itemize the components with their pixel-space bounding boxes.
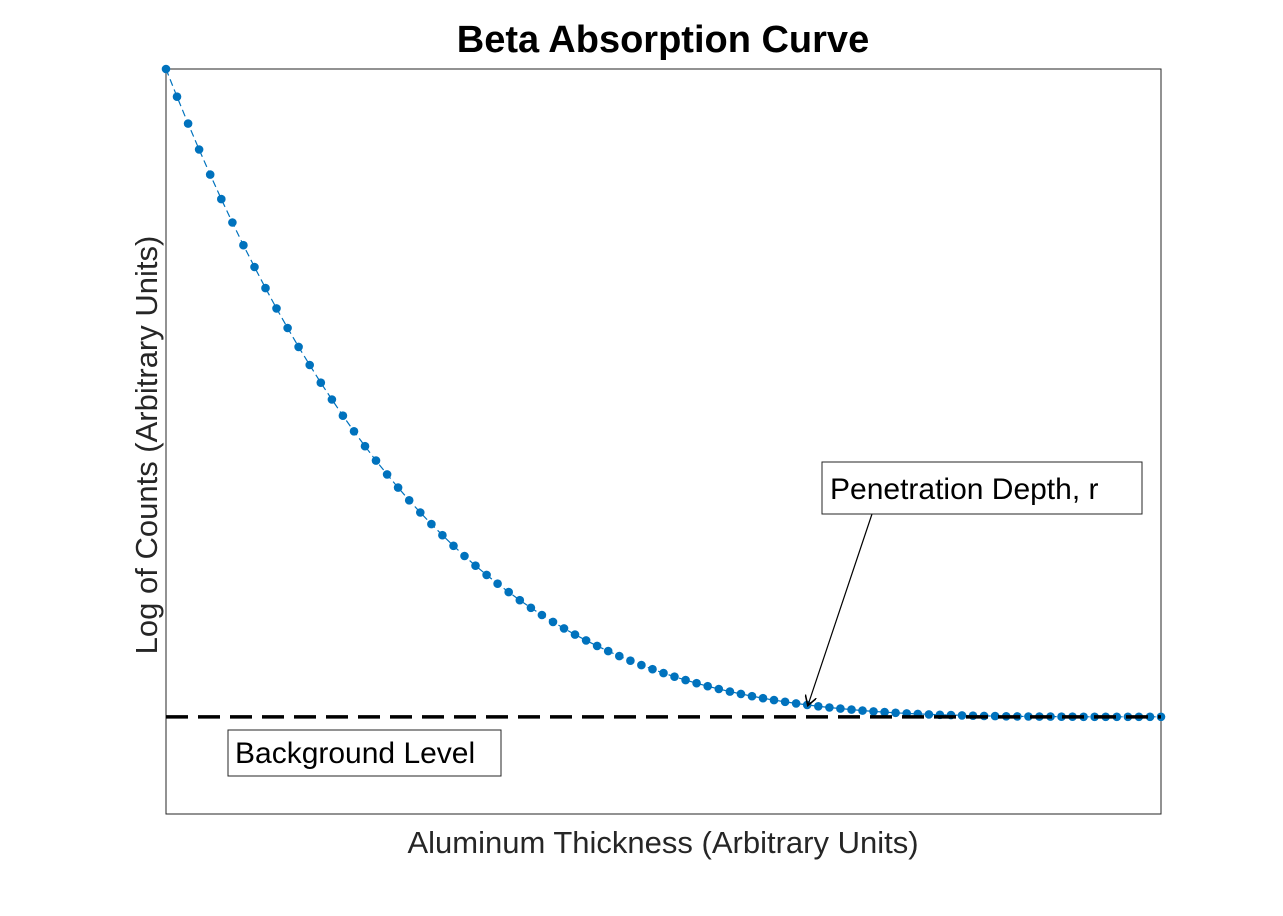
data-point	[217, 194, 226, 204]
data-point	[1057, 712, 1066, 721]
data-point	[858, 706, 867, 715]
data-point	[194, 145, 204, 154]
data-point	[537, 610, 547, 620]
data-point	[791, 699, 801, 708]
data-point	[869, 707, 878, 716]
data-point	[681, 675, 690, 685]
data-point	[825, 703, 834, 712]
plot-area-frame	[165, 68, 1162, 815]
data-point	[1112, 712, 1122, 722]
data-point	[460, 551, 469, 561]
background-level-box	[227, 729, 502, 777]
data-point	[349, 427, 359, 436]
data-point	[758, 693, 768, 703]
data-point	[382, 470, 392, 479]
data-point	[416, 508, 425, 517]
data-point	[471, 561, 480, 570]
data-point	[659, 668, 668, 678]
data-point	[847, 705, 856, 714]
data-point	[183, 119, 193, 128]
data-point	[205, 170, 215, 179]
data-point	[515, 595, 525, 605]
data-point	[725, 687, 735, 696]
x-axis-label: Aluminum Thickness (Arbitrary Units)	[407, 825, 918, 860]
data-point	[670, 672, 679, 681]
data-point	[526, 603, 536, 613]
data-point	[559, 624, 569, 633]
penetration-depth-annotation: Penetration Depth, r	[808, 461, 1143, 706]
data-point	[703, 681, 712, 691]
penetration-depth-label: Penetration Depth, r	[830, 473, 1099, 506]
data-point	[637, 660, 646, 670]
data-point	[836, 704, 845, 713]
data-point	[250, 262, 259, 272]
data-point	[161, 64, 171, 74]
data-point	[692, 678, 701, 688]
data-point	[603, 646, 613, 656]
data-point	[427, 519, 436, 529]
background-level-label: Background Level	[235, 737, 475, 770]
data-point	[880, 707, 889, 717]
background-level-annotation: Background Level	[227, 729, 502, 777]
data-point	[626, 656, 635, 665]
data-point	[592, 641, 602, 651]
data-point	[615, 651, 624, 661]
data-point	[493, 579, 502, 588]
penetration-depth-box	[821, 461, 1143, 515]
data-point	[504, 587, 513, 597]
data-point	[570, 630, 580, 639]
data-point	[924, 710, 934, 719]
data-point	[172, 92, 182, 101]
data-point	[327, 395, 337, 404]
data-point	[305, 360, 315, 370]
data-point	[371, 456, 381, 465]
data-point	[990, 711, 1000, 721]
data-point	[1145, 712, 1155, 722]
data-point	[736, 689, 746, 699]
data-point	[780, 697, 790, 707]
data-point	[239, 240, 248, 250]
data-point	[957, 711, 967, 720]
data-point	[228, 218, 237, 227]
data-point	[548, 617, 558, 627]
data-point	[316, 378, 326, 388]
data-point	[482, 570, 491, 580]
data-point	[438, 530, 447, 540]
data-point	[769, 695, 779, 705]
data-point	[294, 342, 303, 352]
data-point	[814, 702, 823, 711]
chart-title: Beta Absorption Curve	[457, 19, 869, 61]
data-point	[714, 684, 724, 694]
y-axis-label: Log of Counts (Arbitrary Units)	[129, 236, 164, 655]
data-point	[360, 441, 370, 451]
data-point	[747, 691, 757, 701]
data-point	[802, 700, 812, 710]
data-point	[261, 283, 270, 293]
data-point	[449, 541, 458, 551]
data-point	[404, 496, 414, 505]
data-point	[283, 323, 292, 333]
data-point	[338, 411, 348, 421]
penetration-depth-arrow	[808, 513, 873, 706]
data-point	[272, 304, 281, 313]
data-point	[1024, 712, 1033, 721]
data-point	[891, 708, 900, 718]
data-point	[581, 636, 591, 645]
data-point	[648, 664, 657, 674]
data-point	[393, 483, 403, 492]
